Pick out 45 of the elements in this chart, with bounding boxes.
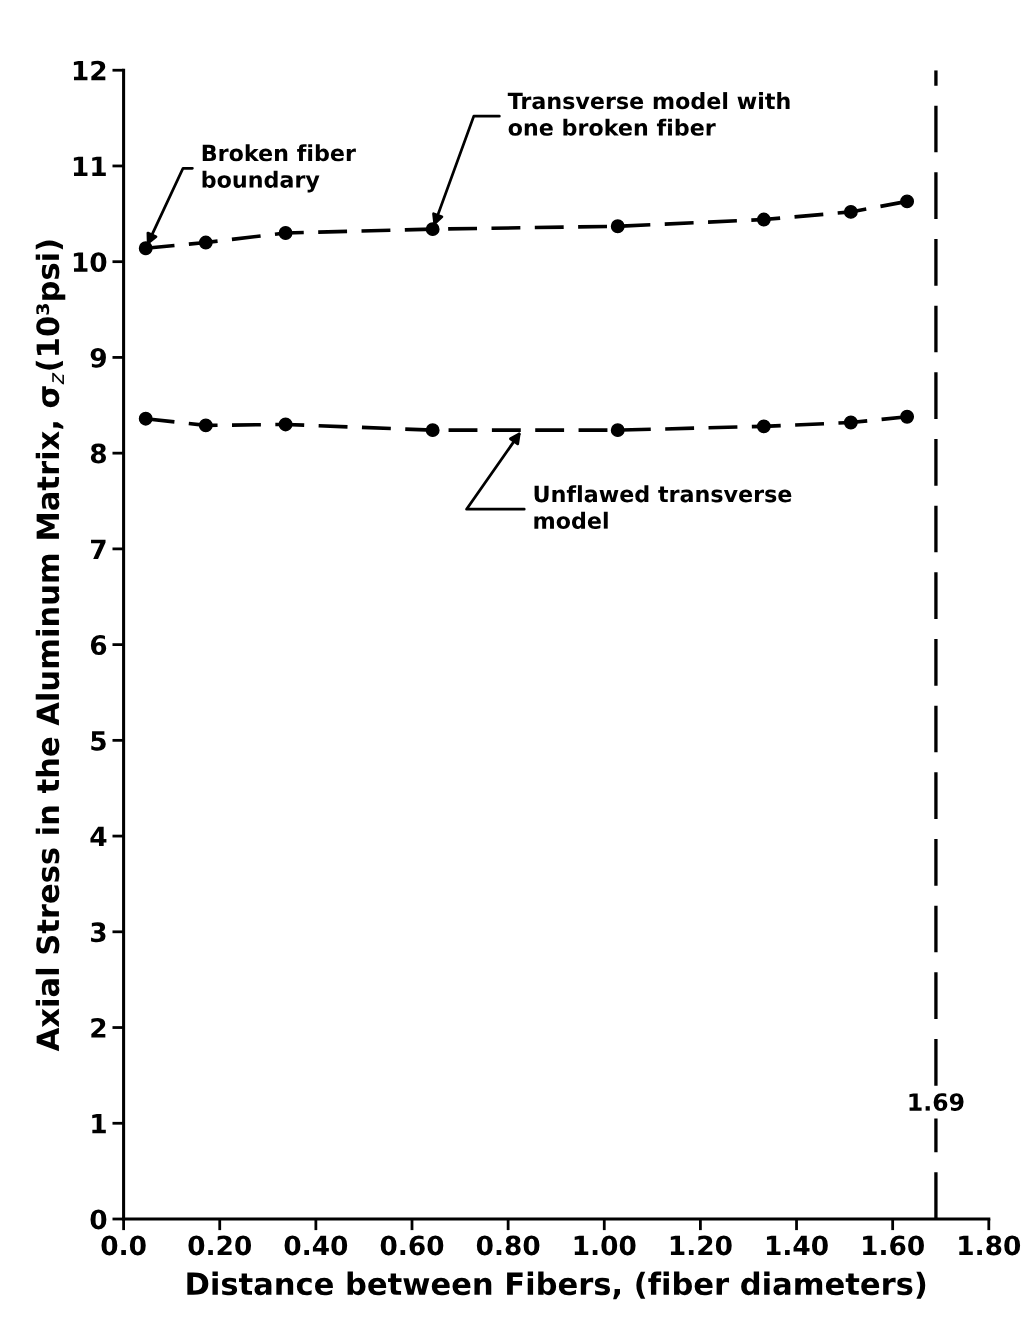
y-tick-label: 2 xyxy=(91,1017,106,1038)
x-axis-title: Distance between Fibers, (fiber diameters) xyxy=(187,1271,926,1300)
x-tick-label: 1.00 xyxy=(574,1235,636,1256)
point xyxy=(425,423,440,438)
annotation: Broken fiber boundary xyxy=(202,144,356,193)
y-tick-label: 8 xyxy=(90,443,106,464)
x-tick-label: 0.20 xyxy=(188,1235,252,1256)
x-tick-label: 1.40 xyxy=(766,1235,828,1256)
point xyxy=(198,418,213,433)
annotation: Transverse model with one broken fiber xyxy=(507,92,790,136)
point xyxy=(610,219,625,234)
y-tick-label: 5 xyxy=(91,731,106,751)
point xyxy=(843,204,858,219)
point xyxy=(900,194,915,209)
point xyxy=(610,423,625,438)
y-axis-title: Axial Stress in the Aluminum Matrix, σ$_{z}$(10³psi) xyxy=(35,240,66,1052)
x-tick-label: 1.80 xyxy=(959,1235,1021,1256)
annotation: Unflawed transverse model xyxy=(534,485,792,529)
x-tick-label: 0.80 xyxy=(476,1235,540,1256)
y-tick-label: 10 xyxy=(73,252,107,273)
y-tick-label: 7 xyxy=(91,539,106,559)
point xyxy=(843,415,858,430)
y-tick-label: 3 xyxy=(91,922,106,943)
x-tick-label: 1.60 xyxy=(863,1235,924,1256)
point xyxy=(198,235,213,250)
ref-line-label: 1.69 xyxy=(909,1093,964,1111)
y-tick-label: 12 xyxy=(73,60,106,81)
point xyxy=(756,212,771,227)
x-tick-label: 1.20 xyxy=(670,1235,732,1256)
y-tick-label: 1 xyxy=(92,1114,106,1134)
point xyxy=(138,241,153,256)
point xyxy=(278,417,293,432)
x-tick-label: 0.40 xyxy=(284,1235,348,1256)
y-tick-label: 6 xyxy=(90,635,107,656)
x-tick-label: 0.60 xyxy=(380,1235,444,1256)
x-tick-label: 0.0 xyxy=(101,1235,146,1256)
point xyxy=(138,411,153,426)
point xyxy=(756,419,771,434)
y-tick-label: 0 xyxy=(90,1209,107,1230)
point xyxy=(425,222,440,237)
y-tick-label: 9 xyxy=(90,347,106,368)
y-tick-label: 11 xyxy=(73,156,106,176)
point xyxy=(278,226,293,240)
y-tick-label: 4 xyxy=(90,826,107,847)
point xyxy=(900,409,915,424)
